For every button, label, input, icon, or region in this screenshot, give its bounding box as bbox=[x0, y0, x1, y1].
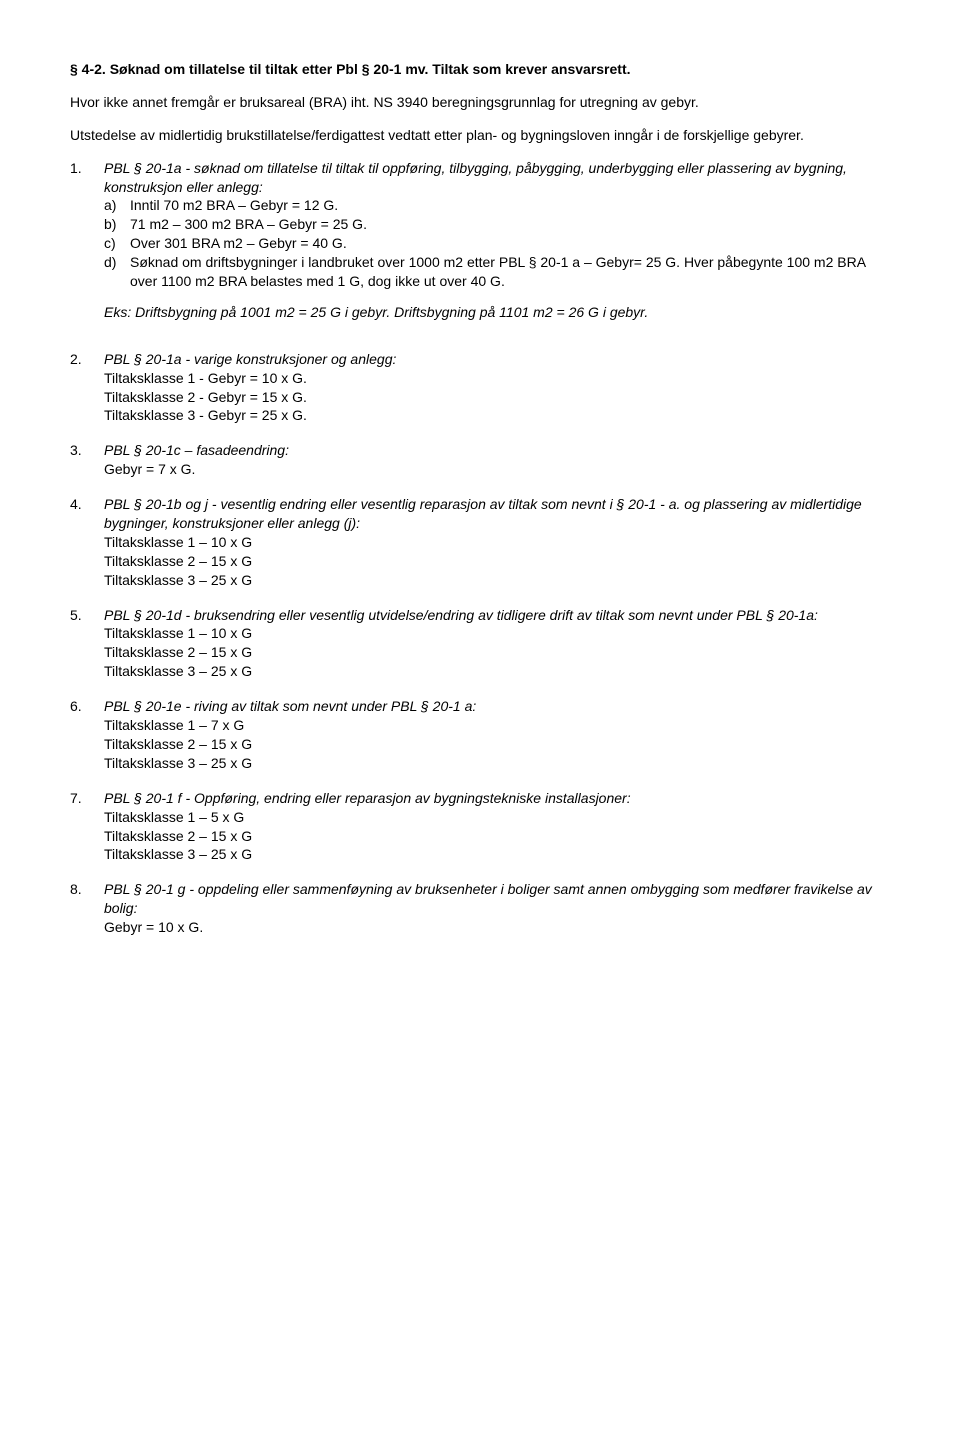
list-item-5: 5. PBL § 20-1d - bruksendring eller vese… bbox=[70, 606, 890, 682]
line: Tiltaksklasse 2 – 15 x G bbox=[104, 827, 890, 846]
line: Tiltaksklasse 3 – 25 x G bbox=[104, 754, 890, 773]
line: Gebyr = 7 x G. bbox=[104, 460, 890, 479]
intro-paragraph-2: Utstedelse av midlertidig brukstillatels… bbox=[70, 126, 890, 145]
item-number: 2. bbox=[70, 350, 104, 426]
item-number: 5. bbox=[70, 606, 104, 682]
line: Tiltaksklasse 1 – 10 x G bbox=[104, 624, 890, 643]
item-number: 6. bbox=[70, 697, 104, 773]
list-item-7: 7. PBL § 20-1 f - Oppføring, endring ell… bbox=[70, 789, 890, 865]
line: Gebyr = 10 x G. bbox=[104, 918, 890, 937]
item-number: 1. bbox=[70, 159, 104, 334]
item-number: 4. bbox=[70, 495, 104, 589]
item-lead: PBL § 20-1 g - oppdeling eller sammenføy… bbox=[104, 881, 872, 916]
subitem-letter: a) bbox=[104, 196, 130, 215]
subitem-letter: d) bbox=[104, 253, 130, 291]
item-lead: PBL § 20-1a - søknad om tillatelse til t… bbox=[104, 160, 847, 195]
list-item-8: 8. PBL § 20-1 g - oppdeling eller sammen… bbox=[70, 880, 890, 937]
subitem-text: 71 m2 – 300 m2 BRA – Gebyr = 25 G. bbox=[130, 215, 367, 234]
line: Tiltaksklasse 1 – 10 x G bbox=[104, 533, 890, 552]
subitem-text: Søknad om driftsbygninger i landbruket o… bbox=[130, 253, 890, 291]
item-number: 3. bbox=[70, 441, 104, 479]
item-lead: PBL § 20-1 f - Oppføring, endring eller … bbox=[104, 790, 631, 806]
item-lead: PBL § 20-1d - bruksendring eller vesentl… bbox=[104, 607, 818, 623]
item-number: 7. bbox=[70, 789, 104, 865]
line: Tiltaksklasse 2 – 15 x G bbox=[104, 643, 890, 662]
item-lead: PBL § 20-1e - riving av tiltak som nevnt… bbox=[104, 698, 476, 714]
list-item-4: 4. PBL § 20-1b og j - vesentlig endring … bbox=[70, 495, 890, 589]
section-heading: § 4-2. Søknad om tillatelse til tiltak e… bbox=[70, 60, 890, 79]
line: Tiltaksklasse 1 - Gebyr = 10 x G. bbox=[104, 369, 890, 388]
line: Tiltaksklasse 3 - Gebyr = 25 x G. bbox=[104, 406, 890, 425]
item-lead: PBL § 20-1c – fasadeendring: bbox=[104, 442, 289, 458]
line: Tiltaksklasse 2 – 15 x G bbox=[104, 735, 890, 754]
subitem-text: Over 301 BRA m2 – Gebyr = 40 G. bbox=[130, 234, 347, 253]
line: Tiltaksklasse 2 - Gebyr = 15 x G. bbox=[104, 388, 890, 407]
subitem-letter: c) bbox=[104, 234, 130, 253]
item-lead: PBL § 20-1b og j - vesentlig endring ell… bbox=[104, 496, 862, 531]
subitem-text: Inntil 70 m2 BRA – Gebyr = 12 G. bbox=[130, 196, 338, 215]
list-item-1: 1. PBL § 20-1a - søknad om tillatelse ti… bbox=[70, 159, 890, 334]
list-item-6: 6. PBL § 20-1e - riving av tiltak som ne… bbox=[70, 697, 890, 773]
intro-paragraph-1: Hvor ikke annet fremgår er bruksareal (B… bbox=[70, 93, 890, 112]
line: Tiltaksklasse 2 – 15 x G bbox=[104, 552, 890, 571]
line: Tiltaksklasse 3 – 25 x G bbox=[104, 662, 890, 681]
item-lead: PBL § 20-1a - varige konstruksjoner og a… bbox=[104, 351, 396, 367]
example-text: Eks: Driftsbygning på 1001 m2 = 25 G i g… bbox=[104, 303, 890, 322]
list-item-3: 3. PBL § 20-1c – fasadeendring: Gebyr = … bbox=[70, 441, 890, 479]
list-item-2: 2. PBL § 20-1a - varige konstruksjoner o… bbox=[70, 350, 890, 426]
item-number: 8. bbox=[70, 880, 104, 937]
line: Tiltaksklasse 3 – 25 x G bbox=[104, 571, 890, 590]
line: Tiltaksklasse 3 – 25 x G bbox=[104, 845, 890, 864]
line: Tiltaksklasse 1 – 5 x G bbox=[104, 808, 890, 827]
line: Tiltaksklasse 1 – 7 x G bbox=[104, 716, 890, 735]
subitem-letter: b) bbox=[104, 215, 130, 234]
